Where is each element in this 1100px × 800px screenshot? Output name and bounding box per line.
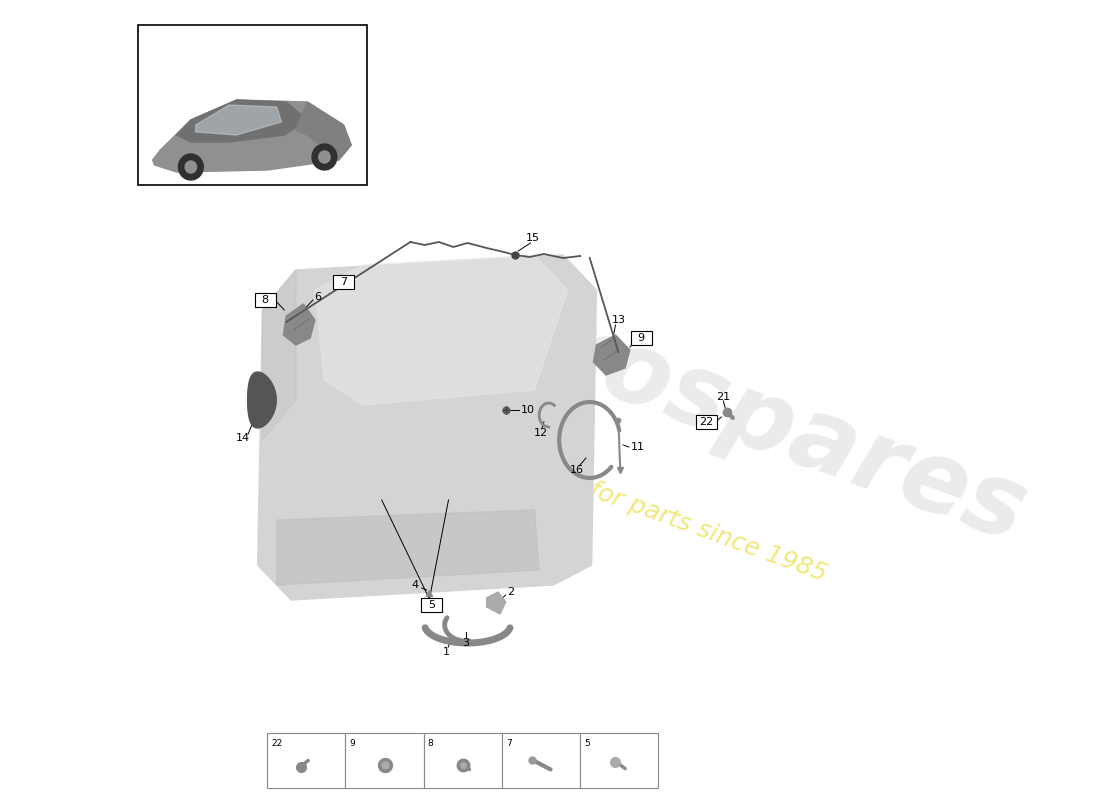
Text: 11: 11 (630, 442, 645, 452)
Circle shape (312, 144, 337, 170)
Text: 9: 9 (350, 739, 355, 748)
Polygon shape (284, 304, 315, 345)
Text: 7: 7 (340, 277, 348, 287)
Text: a passion for parts since 1985: a passion for parts since 1985 (468, 434, 830, 586)
Bar (333, 275, 354, 289)
Text: 16: 16 (570, 465, 584, 475)
Text: 13: 13 (612, 315, 626, 325)
Bar (267, 733, 345, 788)
Text: 14: 14 (236, 433, 251, 443)
Text: 8: 8 (262, 295, 268, 305)
Bar (345, 733, 424, 788)
Text: 8: 8 (428, 739, 433, 748)
Polygon shape (263, 270, 296, 440)
Bar (424, 733, 502, 788)
Text: 4: 4 (411, 580, 419, 590)
Polygon shape (176, 100, 307, 142)
Polygon shape (315, 255, 568, 405)
Polygon shape (594, 335, 630, 375)
Bar (580, 733, 659, 788)
Text: 12: 12 (534, 428, 548, 438)
Text: 9: 9 (638, 333, 645, 343)
Polygon shape (296, 102, 351, 160)
Circle shape (319, 151, 330, 163)
Text: 22: 22 (698, 417, 713, 427)
Circle shape (178, 154, 204, 180)
Text: 2: 2 (507, 587, 514, 597)
Text: 1: 1 (443, 647, 450, 657)
Text: eurospares: eurospares (411, 256, 1040, 564)
Bar (255, 293, 276, 307)
Text: 7: 7 (506, 739, 512, 748)
Text: 10: 10 (520, 405, 535, 415)
Circle shape (185, 161, 197, 173)
Text: 5: 5 (584, 739, 590, 748)
Polygon shape (486, 592, 506, 614)
Text: 3: 3 (462, 638, 470, 648)
Bar (695, 415, 716, 429)
Bar (139, 25, 367, 185)
Polygon shape (196, 105, 282, 135)
Polygon shape (153, 100, 351, 172)
Bar (421, 598, 442, 612)
Polygon shape (257, 255, 596, 600)
Text: 5: 5 (428, 600, 435, 610)
Polygon shape (248, 372, 276, 428)
Bar (502, 733, 580, 788)
Bar (630, 331, 652, 345)
Text: 21: 21 (716, 392, 730, 402)
Text: 22: 22 (271, 739, 283, 748)
Text: 6: 6 (315, 292, 321, 302)
Polygon shape (277, 510, 539, 585)
Text: 15: 15 (526, 233, 539, 243)
